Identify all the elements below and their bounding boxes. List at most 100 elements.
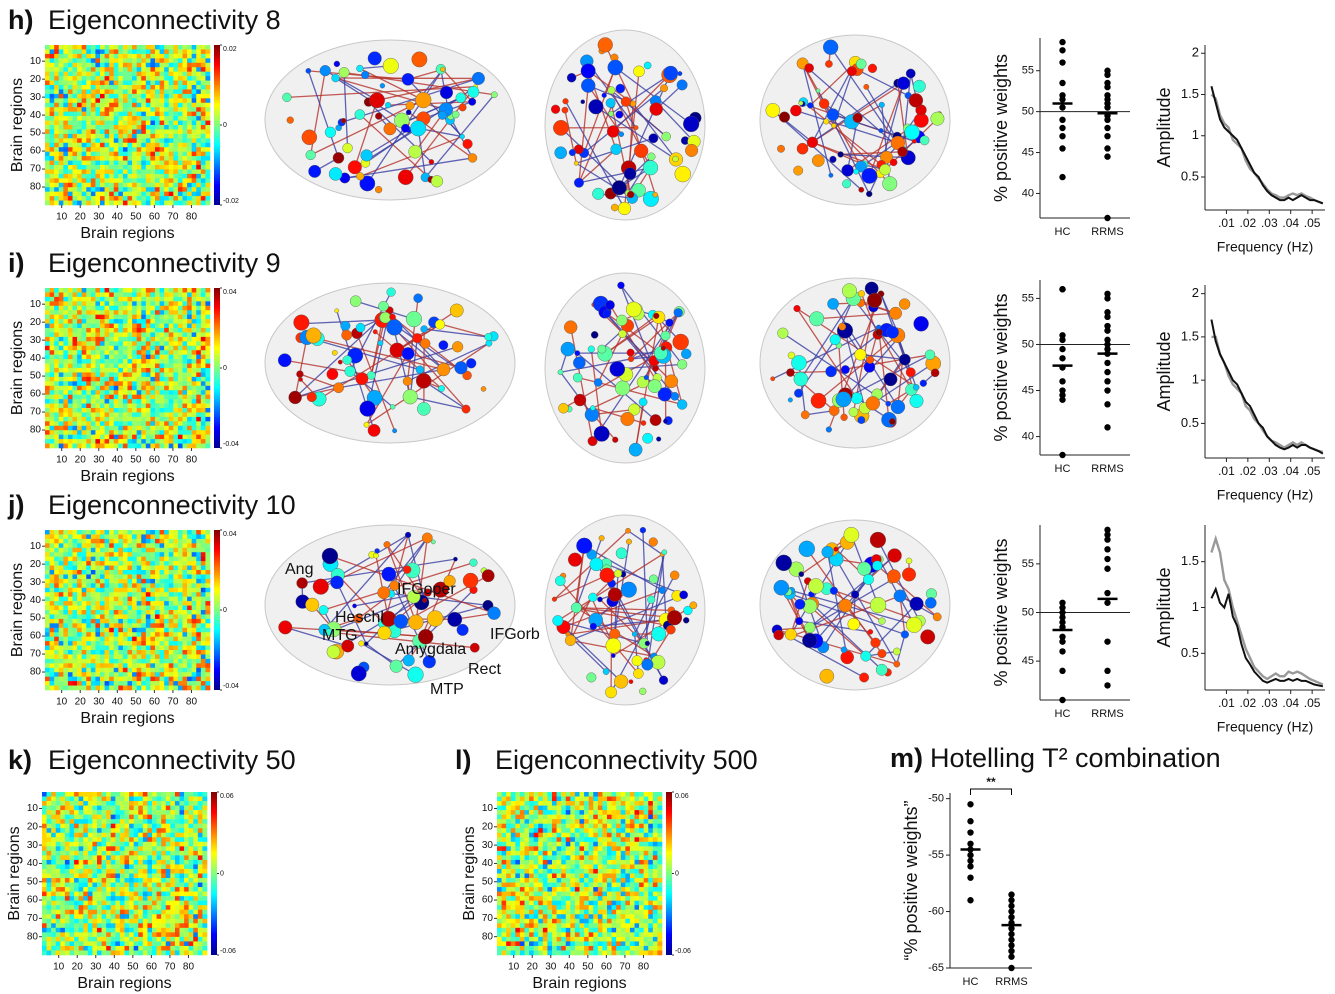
heatmap-cell: [63, 539, 68, 544]
heatmap-cell: [54, 412, 59, 417]
heatmap-cell: [201, 359, 206, 364]
heatmap-cell: [187, 58, 192, 63]
heatmap-cell: [178, 98, 183, 103]
heatmap-cell: [132, 355, 137, 360]
heatmap-cell: [192, 187, 197, 192]
heatmap-cell: [196, 288, 201, 293]
heatmap-cell: [73, 570, 78, 575]
heatmap-cell: [205, 637, 210, 642]
heatmap-cell: [164, 324, 169, 329]
heatmap-cell: [114, 301, 119, 306]
heatmap-cell: [132, 641, 137, 646]
heatmap-cell: [118, 417, 123, 422]
brain-node: [831, 123, 836, 128]
heatmap-cell: [160, 381, 165, 386]
heatmap-cell: [45, 421, 50, 426]
heatmap-cell: [73, 328, 78, 333]
brain-node: [628, 356, 634, 362]
heatmap-cell: [50, 557, 55, 562]
heatmap-cell: [50, 399, 55, 404]
heatmap-cell: [100, 328, 105, 333]
heatmap-cell: [132, 557, 137, 562]
heatmap-cell: [105, 534, 110, 539]
heatmap-cell: [54, 76, 59, 81]
heatmap-cell: [118, 143, 123, 148]
heatmap-cell: [137, 601, 142, 606]
heatmap-cell: [192, 364, 197, 369]
heatmap-cell: [68, 156, 73, 161]
heatmap-cell: [50, 610, 55, 615]
heatmap-cell: [82, 196, 87, 201]
heatmap-cell: [137, 557, 142, 562]
heatmap-cell: [137, 310, 142, 315]
heatmap-cell: [205, 76, 210, 81]
heatmap-cell: [63, 350, 68, 355]
heatmap-cell: [59, 579, 64, 584]
heatmap-cell: [114, 530, 119, 535]
heatmap-cell: [114, 377, 119, 382]
heatmap-cell: [192, 201, 197, 206]
heatmap-cell: [128, 355, 133, 360]
brain-node: [830, 156, 837, 163]
heatmap-cell: [86, 94, 91, 99]
heatmap-cell: [91, 201, 96, 206]
heatmap-cell: [150, 138, 155, 143]
heatmap-cell: [118, 570, 123, 575]
heatmap-cell: [82, 548, 87, 553]
heatmap-cell: [164, 76, 169, 81]
heatmap-cell: [196, 297, 201, 302]
heatmap-cell: [183, 85, 188, 90]
heatmap-cell: [201, 324, 206, 329]
heatmap-cell: [178, 355, 183, 360]
heatmap-cell: [155, 597, 160, 602]
heatmap-cell: [54, 324, 59, 329]
heatmap-cell: [82, 319, 87, 324]
heatmap-cell: [50, 579, 55, 584]
heatmap-cell: [192, 58, 197, 63]
heatmap-cell: [95, 116, 100, 121]
heatmap-cell: [82, 94, 87, 99]
heatmap-cell: [91, 583, 96, 588]
heatmap-cell: [54, 619, 59, 624]
heatmap-cell: [91, 341, 96, 346]
data-point: [1059, 59, 1065, 65]
heatmap-cell: [128, 306, 133, 311]
heatmap-cell: [77, 332, 82, 337]
heatmap-cell: [109, 81, 114, 86]
heatmap-cell: [59, 288, 64, 293]
heatmap-cell: [137, 663, 142, 668]
heatmap-cell: [132, 306, 137, 311]
heatmap-cell: [63, 574, 68, 579]
heatmap-cell: [73, 566, 78, 571]
heatmap-cell: [50, 165, 55, 170]
heatmap-cell: [132, 426, 137, 431]
heatmap-cell: [63, 641, 68, 646]
heatmap-cell: [109, 201, 114, 206]
heatmap-cell: [132, 592, 137, 597]
heatmap-cell: [132, 288, 137, 293]
heatmap-cell: [128, 169, 133, 174]
heatmap-cell: [150, 592, 155, 597]
heatmap-cell: [63, 152, 68, 157]
brain-node: [905, 125, 920, 140]
heatmap-cell: [141, 350, 146, 355]
brain-node: [574, 394, 586, 406]
heatmap-cell: [173, 165, 178, 170]
heatmap-cell: [86, 54, 91, 59]
brain-node: [778, 328, 789, 339]
data-point: [1104, 84, 1110, 90]
heatmap-cell: [50, 63, 55, 68]
heatmap-cell: [137, 430, 142, 435]
heatmap-cell: [173, 324, 178, 329]
heatmap-cell: [45, 637, 50, 642]
heatmap-cell: [82, 165, 87, 170]
heatmap-cell: [164, 183, 169, 188]
brain-node: [891, 400, 905, 414]
heatmap-cell: [63, 399, 68, 404]
heatmap-cell: [68, 332, 73, 337]
y-tick-label: 10: [30, 56, 42, 67]
heatmap-cell: [95, 156, 100, 161]
brain-node: [602, 93, 607, 98]
y-tick-label: 10: [30, 299, 42, 310]
heatmap-cell: [192, 138, 197, 143]
